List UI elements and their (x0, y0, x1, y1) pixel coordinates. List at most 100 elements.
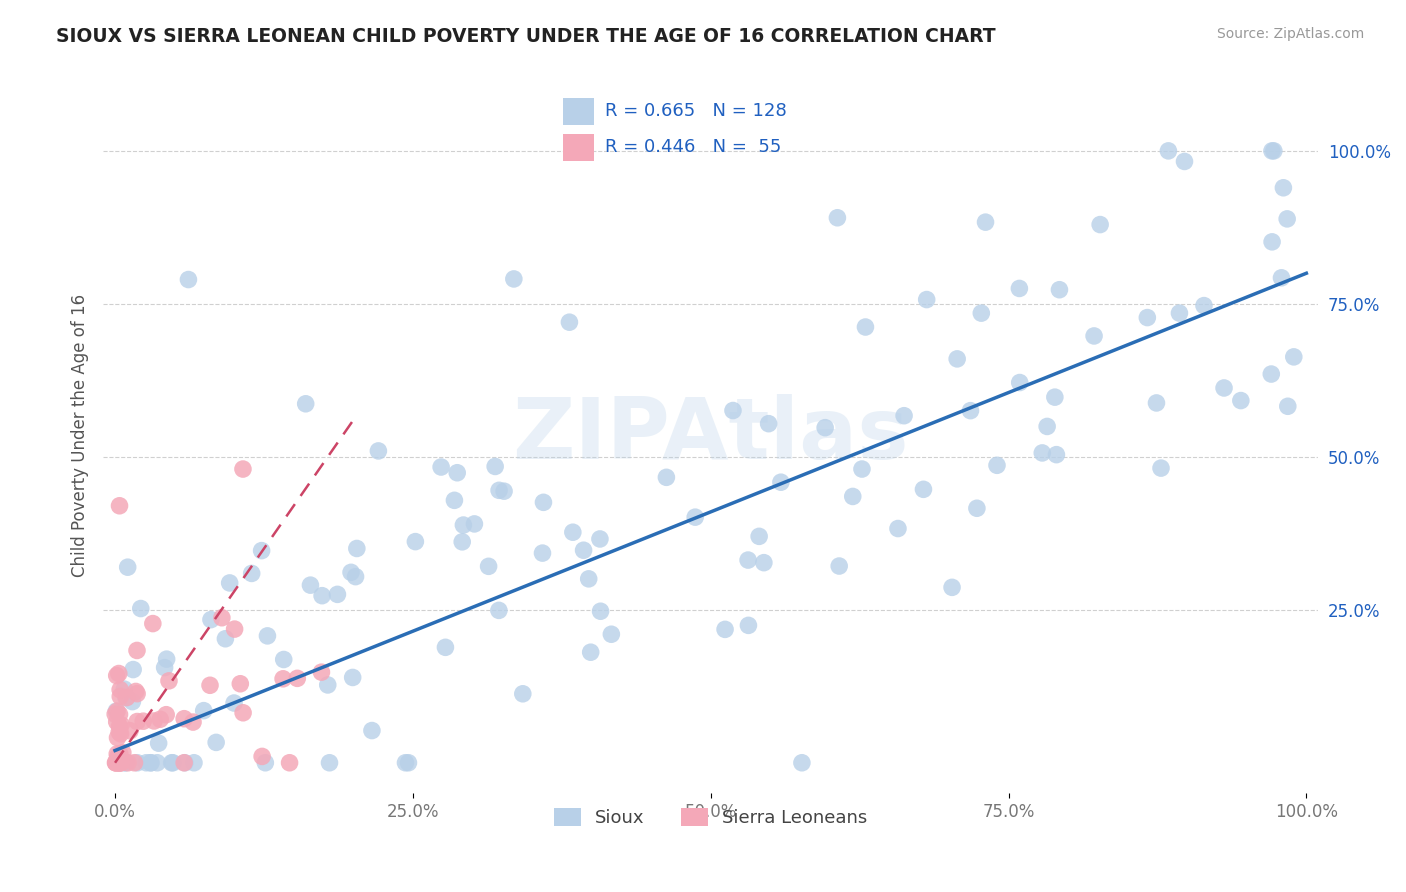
Point (132, 714, 155, 729)
Point (974, 215, 997, 229)
Point (827, 211, 849, 225)
Point (108, 499, 131, 513)
Point (453, 518, 475, 533)
Point (108, 725, 131, 739)
Point (250, 543, 273, 558)
Point (1083, 329, 1105, 343)
Point (502, 272, 524, 286)
Point (122, 663, 145, 677)
Point (108, 756, 131, 770)
Point (135, 756, 157, 770)
Point (129, 601, 152, 615)
Point (1260, 367, 1282, 381)
Point (1150, 461, 1173, 475)
Point (124, 756, 146, 770)
Point (127, 756, 149, 770)
Point (340, 566, 363, 580)
Point (127, 714, 149, 729)
Point (1213, 381, 1236, 395)
Point (110, 756, 132, 770)
Point (959, 403, 981, 417)
Point (173, 712, 195, 726)
Point (254, 756, 277, 770)
Point (112, 682, 135, 697)
Point (488, 483, 510, 498)
Point (986, 458, 1008, 473)
Point (578, 572, 600, 586)
Legend: Sioux, Sierra Leoneans: Sioux, Sierra Leoneans (547, 801, 875, 834)
Point (181, 714, 204, 729)
Point (346, 541, 368, 556)
Point (1008, 281, 1031, 295)
Point (561, 525, 583, 540)
Point (142, 616, 165, 631)
Point (111, 746, 134, 760)
Text: SIOUX VS SIERRA LEONEAN CHILD POVERTY UNDER THE AGE OF 16 CORRELATION CHART: SIOUX VS SIERRA LEONEAN CHILD POVERTY UN… (56, 27, 995, 45)
Point (232, 462, 254, 476)
Point (494, 484, 516, 499)
Point (110, 718, 132, 732)
Point (1192, 299, 1215, 313)
Point (108, 756, 131, 770)
Point (443, 493, 465, 508)
Point (108, 756, 131, 770)
Point (273, 652, 295, 666)
Point (572, 543, 595, 558)
Point (488, 603, 510, 617)
Point (398, 756, 420, 770)
Point (1272, 181, 1295, 195)
Point (173, 756, 195, 770)
Point (121, 695, 143, 709)
Point (1282, 350, 1305, 364)
Point (655, 470, 678, 484)
Point (173, 756, 195, 770)
Point (533, 495, 555, 509)
Point (117, 756, 139, 770)
Point (157, 673, 180, 688)
Point (970, 306, 993, 320)
Point (769, 475, 792, 490)
Point (1270, 270, 1292, 285)
Point (790, 756, 813, 770)
Point (737, 553, 759, 567)
Point (108, 682, 131, 697)
Point (108, 747, 131, 761)
Point (342, 670, 364, 684)
Point (229, 677, 252, 691)
Point (107, 750, 129, 764)
Point (434, 640, 457, 655)
Point (600, 627, 623, 641)
Point (589, 604, 612, 618)
Point (214, 632, 236, 646)
Point (1173, 154, 1195, 169)
Point (311, 665, 333, 680)
Point (1049, 283, 1071, 297)
Point (893, 409, 915, 423)
Point (200, 613, 222, 627)
Point (318, 756, 340, 770)
Point (1263, 144, 1285, 158)
Point (941, 580, 963, 594)
Point (737, 618, 759, 632)
Point (285, 671, 308, 685)
Point (218, 576, 240, 591)
Point (294, 397, 316, 411)
Point (1146, 396, 1168, 410)
Point (193, 704, 215, 718)
Point (446, 466, 468, 480)
Point (112, 756, 135, 770)
Point (589, 532, 612, 546)
Point (105, 747, 128, 761)
Point (117, 560, 139, 574)
Point (115, 690, 138, 705)
Point (344, 569, 367, 583)
Point (153, 660, 176, 674)
Point (1031, 446, 1053, 460)
Point (108, 719, 131, 733)
Point (105, 756, 128, 770)
Point (222, 696, 245, 710)
Point (1157, 144, 1180, 158)
Point (752, 556, 775, 570)
Point (946, 351, 969, 366)
Point (107, 756, 129, 770)
